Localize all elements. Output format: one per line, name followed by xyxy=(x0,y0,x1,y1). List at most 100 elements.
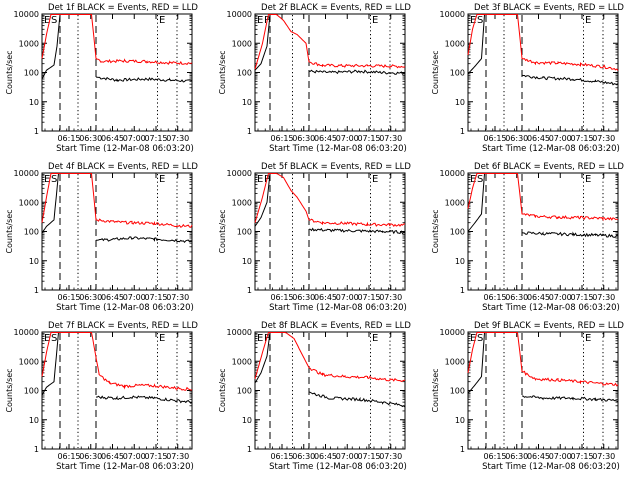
flag-letter: S xyxy=(477,15,483,26)
y-tick-label: 1000 xyxy=(19,39,39,48)
plot-frame xyxy=(467,13,619,132)
x-tick-label: 07:15 xyxy=(357,293,380,302)
x-axis-label: Start Time (12-Mar-08 06:03:20) xyxy=(56,144,194,154)
x-tick-label: 06:30 xyxy=(292,293,315,302)
x-tick-label: 06:15 xyxy=(270,134,293,143)
x-tick-label: 07:00 xyxy=(549,452,572,461)
x-tick-label: 07:00 xyxy=(549,293,572,302)
flag-letter: E xyxy=(585,15,591,26)
panel-title: Det 5f BLACK = Events, RED = LLD xyxy=(261,162,411,172)
x-tick-label: 06:45 xyxy=(101,293,124,302)
x-tick-label: 07:30 xyxy=(592,293,615,302)
x-tick-label: 07:15 xyxy=(570,134,593,143)
y-tick-label: 1000 xyxy=(232,39,252,48)
flag-letter: E xyxy=(470,333,476,344)
lld-series-line xyxy=(254,14,406,70)
lld-series-line xyxy=(41,332,192,391)
x-axis-label: Start Time (12-Mar-08 06:03:20) xyxy=(56,303,194,313)
y-axis-label: Counts/sec xyxy=(5,50,14,94)
y-tick-label: 10 xyxy=(455,416,465,425)
x-tick-label: 06:15 xyxy=(57,452,80,461)
flag-letter: E xyxy=(257,15,263,26)
flag-letter: S xyxy=(51,15,57,26)
y-tick-label: 10 xyxy=(242,257,252,266)
x-tick-label: 06:30 xyxy=(505,293,528,302)
x-tick-label: 07:00 xyxy=(549,134,572,143)
detector-panel-9: Det 9f BLACK = Events, RED = LLD 1 10 100 10… xyxy=(431,321,624,472)
flag-letter: S xyxy=(51,174,57,185)
panel-title: Det 7f BLACK = Events, RED = LLD xyxy=(48,321,198,331)
plot-frame xyxy=(41,331,193,450)
plot-frame xyxy=(41,13,193,132)
x-tick-label: 07:00 xyxy=(123,452,146,461)
y-tick-label: 100 xyxy=(237,387,252,396)
flag-letter: E xyxy=(470,174,476,185)
events-series-line xyxy=(254,332,406,408)
y-tick-label: 10000 xyxy=(227,10,252,19)
plot-frame xyxy=(41,172,193,291)
flag-letter: E xyxy=(372,174,378,185)
x-tick-label: 07:15 xyxy=(357,134,380,143)
y-tick-label: 1000 xyxy=(19,357,39,366)
y-axis-label: Counts/sec xyxy=(431,368,440,412)
y-tick-label: 1 xyxy=(34,445,39,454)
x-tick-label: 06:45 xyxy=(101,134,124,143)
y-tick-label: 10000 xyxy=(440,169,465,178)
events-series-line xyxy=(254,14,406,75)
y-tick-label: 100 xyxy=(237,69,252,78)
flag-letter: S xyxy=(477,333,483,344)
x-tick-label: 07:00 xyxy=(123,134,146,143)
y-tick-label: 10000 xyxy=(440,10,465,19)
y-tick-label: 10 xyxy=(29,98,39,107)
lld-series-line xyxy=(467,332,619,387)
x-tick-label: 06:15 xyxy=(57,293,80,302)
y-tick-label: 10 xyxy=(29,257,39,266)
flag-letter: E xyxy=(470,15,476,26)
y-tick-label: 100 xyxy=(237,228,252,237)
x-tick-label: 07:30 xyxy=(379,134,402,143)
x-tick-label: 07:00 xyxy=(336,452,359,461)
x-tick-label: 06:15 xyxy=(483,293,506,302)
x-tick-label: 06:30 xyxy=(292,134,315,143)
detector-panel-7: Det 7f BLACK = Events, RED = LLD 1 10 100 10… xyxy=(5,321,198,472)
y-tick-label: 1 xyxy=(460,127,465,136)
panel-title: Det 4f BLACK = Events, RED = LLD xyxy=(48,162,198,172)
y-tick-label: 1 xyxy=(34,127,39,136)
x-axis-label: Start Time (12-Mar-08 06:03:20) xyxy=(482,462,620,472)
x-tick-label: 06:45 xyxy=(101,452,124,461)
y-tick-label: 100 xyxy=(450,387,465,396)
y-tick-label: 100 xyxy=(450,228,465,237)
lld-series-line xyxy=(467,173,619,222)
detector-panel-1: Det 1f BLACK = Events, RED = LLD 1 10 100 10… xyxy=(5,3,198,154)
flag-letter: E xyxy=(585,333,591,344)
x-tick-label: 07:15 xyxy=(144,452,167,461)
x-tick-label: 06:45 xyxy=(314,452,337,461)
x-tick-label: 06:45 xyxy=(527,293,550,302)
y-tick-label: 10000 xyxy=(440,328,465,337)
y-tick-label: 1 xyxy=(460,445,465,454)
x-tick-label: 06:30 xyxy=(292,452,315,461)
y-tick-label: 1 xyxy=(247,445,252,454)
y-tick-label: 1 xyxy=(460,286,465,295)
y-tick-label: 10000 xyxy=(227,169,252,178)
x-tick-label: 06:15 xyxy=(270,452,293,461)
events-series-line xyxy=(41,14,193,83)
y-tick-label: 1000 xyxy=(19,198,39,207)
lld-series-line xyxy=(41,173,193,228)
y-tick-label: 10 xyxy=(455,98,465,107)
flag-letter: E xyxy=(44,15,50,26)
detector-panel-2: Det 2f BLACK = Events, RED = LLD 1 10 100 10… xyxy=(218,3,411,154)
x-tick-label: 07:15 xyxy=(144,134,167,143)
flag-letter: E xyxy=(372,333,378,344)
events-series-line xyxy=(467,173,619,238)
events-series-line xyxy=(41,332,193,404)
flag-letter: E xyxy=(159,15,165,26)
x-tick-label: 07:30 xyxy=(592,134,615,143)
panel-title: Det 6f BLACK = Events, RED = LLD xyxy=(474,162,624,172)
x-tick-label: 06:30 xyxy=(505,452,528,461)
x-tick-label: 06:30 xyxy=(79,293,102,302)
y-axis-label: Counts/sec xyxy=(5,209,14,253)
x-tick-label: 07:15 xyxy=(144,293,167,302)
x-tick-label: 07:00 xyxy=(336,293,359,302)
